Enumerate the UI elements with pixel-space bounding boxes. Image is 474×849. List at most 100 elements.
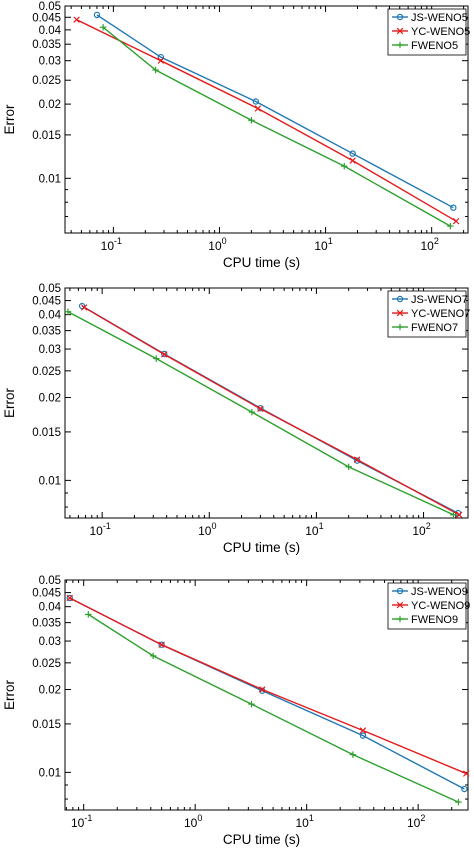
data-point: [252, 98, 260, 105]
y-tick-label: 0.045: [32, 588, 61, 600]
data-point: [248, 700, 255, 708]
x-axis-label: CPU time (s): [223, 540, 300, 555]
legend-label: YC-WENO5: [411, 26, 470, 38]
data-point-stroke: [452, 217, 460, 225]
data-point: [359, 732, 367, 739]
x-axis-label: CPU time (s): [223, 255, 300, 270]
data-point: [85, 611, 92, 618]
x-tick-label: 10-1: [101, 236, 122, 253]
data-point: [396, 295, 404, 303]
y-tick-label: 0.035: [32, 618, 61, 630]
data-point: [463, 770, 470, 777]
y-tick-label: 0.02: [39, 393, 61, 405]
data-point-stroke: [254, 105, 262, 112]
data-point: [152, 66, 159, 74]
data-point: [450, 204, 457, 211]
series-line: [83, 306, 460, 516]
data-point: [396, 13, 404, 21]
legend-label: YC-WENO9: [411, 600, 470, 612]
plot-frame: [64, 287, 469, 519]
series-line: [87, 613, 459, 803]
y-tick-label: 0.03: [39, 344, 61, 356]
data-point-stroke: [396, 601, 404, 609]
legend-label: JS-WENO7: [411, 294, 468, 306]
data-point-stroke: [359, 727, 367, 734]
data-point: [349, 150, 356, 157]
data-point: [161, 351, 168, 358]
data-point-stroke: [161, 351, 168, 358]
x-tick-label: 102: [420, 236, 438, 253]
data-point-stroke: [463, 770, 470, 777]
data-point: [461, 785, 468, 793]
data-point: [349, 157, 356, 164]
y-tick-label: 0.05: [39, 1, 61, 13]
y-tick-label: 0.045: [32, 296, 61, 308]
series-yc-weno5: [73, 16, 460, 225]
data-point-stroke: [455, 511, 463, 518]
legend-entry-fweno5: FWENO5: [392, 40, 458, 52]
series-fweno9: [85, 611, 462, 806]
data-point: [161, 350, 168, 358]
data-point: [353, 456, 361, 463]
plot-frame: [64, 5, 469, 234]
data-point: [73, 16, 80, 23]
data-point: [149, 652, 157, 660]
data-point: [259, 686, 266, 693]
legend-entry-fweno7: FWENO7: [392, 322, 458, 334]
x-tick-label: 10-1: [71, 813, 92, 830]
data-point: [248, 117, 255, 124]
data-point: [78, 302, 86, 310]
x-tick-label: 100: [184, 813, 202, 830]
data-point-stroke: [353, 456, 361, 463]
series-js-weno5: [93, 11, 457, 211]
x-tick-label: 101: [295, 813, 313, 830]
series-yc-weno7: [80, 304, 463, 518]
legend-entry-fweno9: FWENO9: [392, 614, 458, 626]
series-fweno7: [64, 308, 457, 518]
data-point: [153, 355, 160, 362]
x-tick-label: 101: [305, 521, 323, 538]
data-point: [396, 601, 404, 609]
chart-panel-2: 10-1 100 101 102 0.050.045 0.04 0.035 0.03 0.025…: [2, 283, 470, 555]
legend-entry-js-weno5: JS-WENO5: [392, 12, 468, 24]
legend-label: FWENO9: [411, 614, 458, 626]
data-point: [349, 751, 357, 758]
data-point-stroke: [157, 57, 165, 64]
data-point: [64, 308, 72, 315]
data-point-stroke: [73, 16, 80, 23]
plot-frame: [64, 579, 469, 811]
data-point: [66, 594, 73, 602]
x-tick-label: 101: [314, 236, 332, 253]
data-point-stroke: [259, 686, 266, 693]
data-point-stroke: [66, 594, 73, 602]
chart-panel-3: 10-1 100 101 102 0.050.045 0.04 0.035 0.03 0.025…: [2, 575, 470, 847]
data-point-stroke: [349, 157, 356, 164]
data-point: [257, 405, 264, 413]
x-tick-label: 100: [198, 521, 216, 538]
data-point: [455, 798, 462, 806]
y-axis-label: Error: [2, 679, 17, 710]
y-tick-label: 0.03: [39, 636, 61, 648]
y-tick-label: 0.05: [39, 575, 61, 587]
y-tick-label: 0.015: [32, 130, 61, 142]
y-tick-label: 0.035: [32, 39, 61, 51]
data-point: [455, 511, 463, 518]
y-tick-label: 0.01: [39, 767, 61, 779]
y-tick-label: 0.04: [39, 602, 62, 614]
data-point: [396, 309, 404, 317]
y-tick-label: 0.05: [39, 283, 61, 295]
x-tick-label: 100: [208, 236, 226, 253]
data-point: [450, 511, 457, 518]
data-point: [158, 641, 165, 648]
data-point: [452, 217, 460, 225]
y-tick-label: 0.01: [39, 173, 61, 185]
x-tick-label: 102: [407, 813, 425, 830]
legend: JS-WENO9 YC-WENO9 FWENO9: [387, 582, 470, 630]
data-point-stroke: [158, 641, 165, 648]
x-axis-label: CPU time (s): [223, 832, 300, 847]
data-point: [254, 105, 262, 112]
legend-entry-js-weno7: JS-WENO7: [392, 294, 468, 306]
y-tick-label: 0.025: [32, 75, 61, 87]
x-tick-label: 102: [412, 521, 430, 538]
